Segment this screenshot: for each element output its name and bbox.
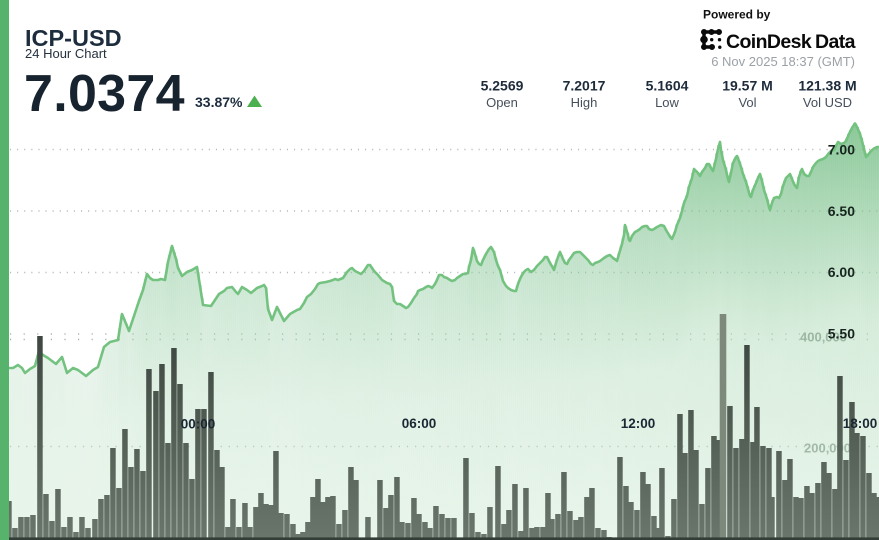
svg-text:High: High (571, 95, 598, 110)
svg-text:5.2569: 5.2569 (481, 78, 524, 94)
svg-text:7.2017: 7.2017 (563, 78, 606, 94)
svg-text:Vol: Vol (738, 95, 756, 110)
svg-text:19.57 M: 19.57 M (722, 78, 773, 94)
svg-text:CoinDesk: CoinDesk (726, 31, 812, 53)
svg-text:7.00: 7.00 (828, 142, 855, 158)
svg-text:Vol USD: Vol USD (803, 95, 852, 110)
svg-text:6.50: 6.50 (828, 203, 855, 219)
svg-text:121.38 M: 121.38 M (798, 78, 856, 94)
svg-text:6 Nov 2025 18:37 (GMT): 6 Nov 2025 18:37 (GMT) (711, 54, 855, 69)
svg-text:24 Hour Chart: 24 Hour Chart (25, 46, 107, 61)
svg-text:5.1604: 5.1604 (646, 78, 689, 94)
svg-text:Open: Open (486, 95, 518, 110)
svg-text:Data: Data (815, 31, 856, 53)
svg-text:7.0374: 7.0374 (24, 65, 185, 123)
svg-text:5.50: 5.50 (828, 326, 855, 342)
svg-text:00:00: 00:00 (181, 417, 216, 432)
svg-text:ICP-USD: ICP-USD (25, 25, 122, 51)
svg-text:Low: Low (655, 95, 679, 110)
svg-text:33.87%: 33.87% (195, 94, 243, 110)
svg-text:06:00: 06:00 (402, 416, 437, 431)
svg-text:6.00: 6.00 (828, 264, 855, 280)
svg-text:12:00: 12:00 (621, 416, 656, 431)
svg-text:Powered by: Powered by (703, 8, 771, 22)
svg-text:18:00: 18:00 (843, 416, 878, 431)
